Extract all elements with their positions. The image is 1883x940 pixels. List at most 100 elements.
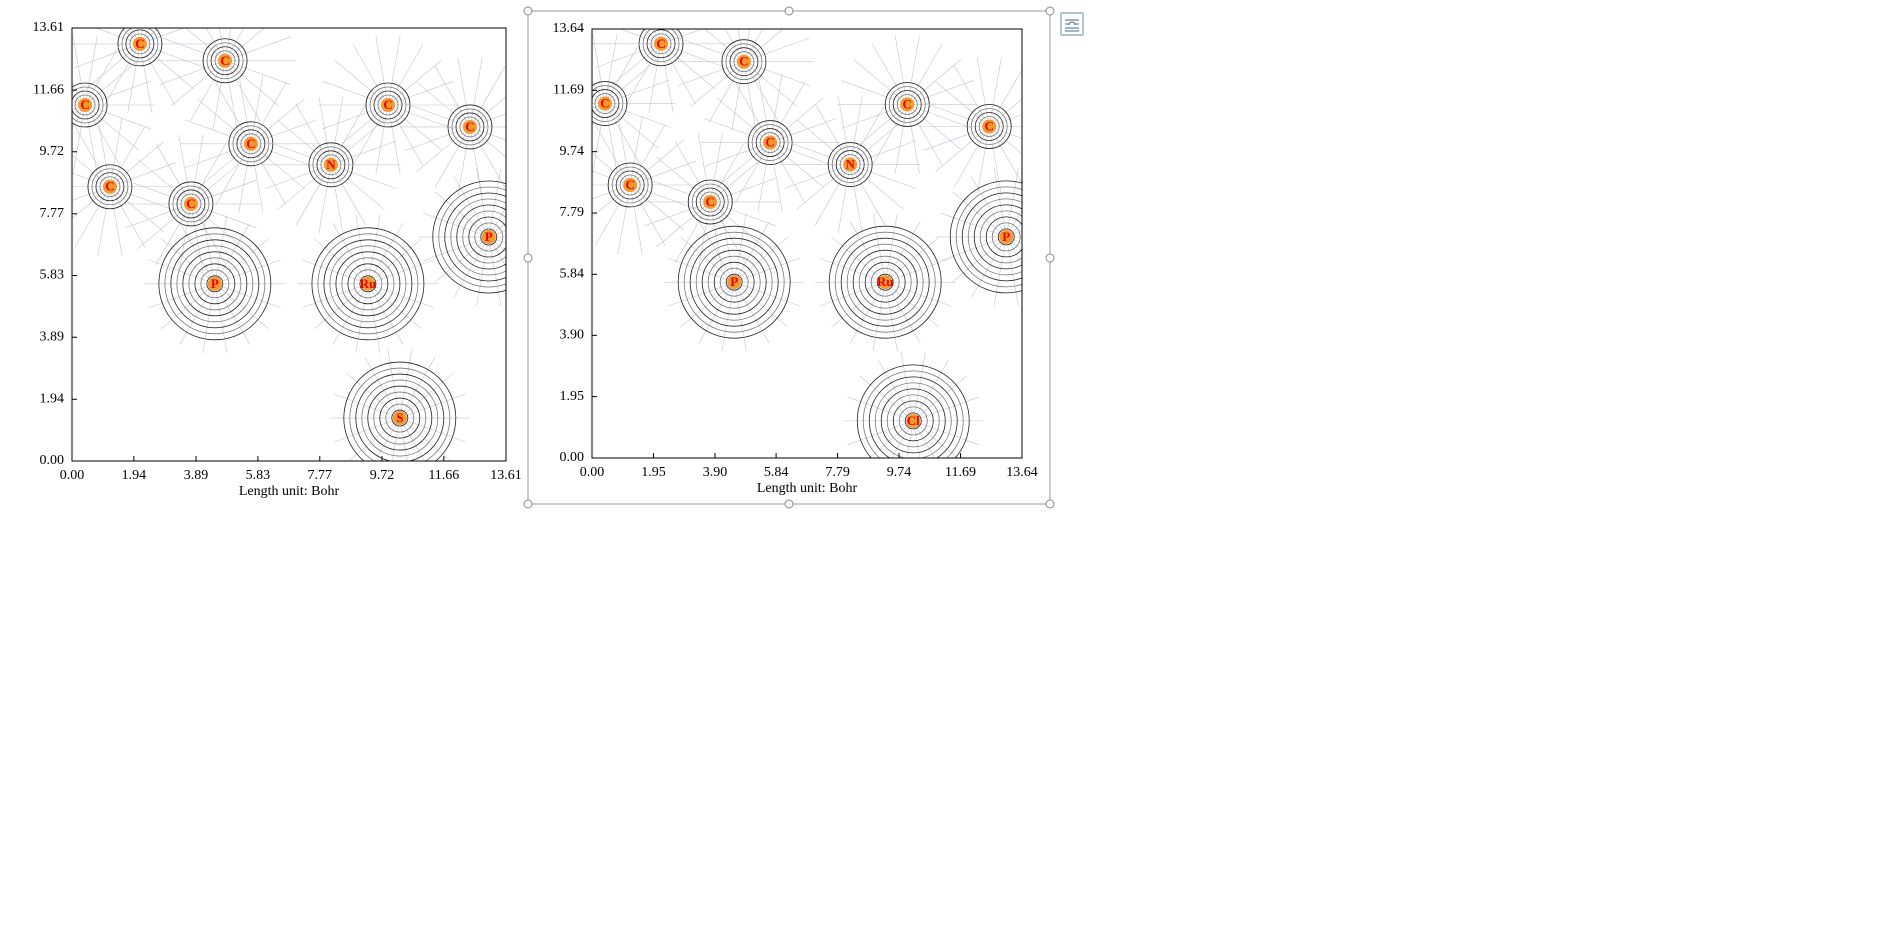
atom-marker: [654, 36, 669, 51]
gradient-line: [72, 104, 86, 111]
atom-marker: [623, 178, 638, 192]
gradient-line: [224, 28, 265, 61]
atom-label: Ru: [360, 276, 377, 291]
gradient-line: [619, 29, 662, 45]
gradient-line: [674, 141, 711, 203]
gradient-line: [629, 184, 666, 246]
y-tick-label: 1.95: [560, 389, 585, 404]
gradient-line: [190, 134, 204, 204]
gradient-line: [469, 126, 483, 196]
gradient-line: [367, 283, 404, 345]
contour: [695, 243, 773, 321]
atom-label: S: [396, 410, 403, 425]
contour: [719, 267, 749, 297]
contour: [359, 275, 377, 293]
contour: [949, 180, 1022, 294]
gradient-line: [84, 44, 121, 106]
gradient-line: [109, 186, 164, 232]
gradient-line: [148, 259, 215, 285]
gradient-line: [387, 104, 454, 130]
contour: [480, 228, 498, 246]
contour: [904, 412, 922, 430]
y-tick-label: 5.84: [560, 267, 585, 282]
gradient-line: [72, 186, 111, 219]
gradient-line: [218, 28, 226, 61]
gradient-line: [214, 283, 269, 330]
contour: [335, 251, 401, 317]
gradient-line: [74, 186, 111, 248]
atom-label: C: [600, 96, 609, 111]
gradient-line: [629, 116, 643, 186]
gradient-line: [871, 104, 908, 166]
gradient-line: [74, 125, 111, 187]
layout-options-icon[interactable]: [1060, 12, 1084, 36]
gradient-line: [819, 257, 886, 283]
y-tick-label: 9.74: [560, 144, 585, 159]
gradient-line: [277, 164, 332, 211]
gradient-line: [1006, 236, 1022, 243]
contour: [638, 29, 684, 67]
gradient-line: [387, 36, 401, 106]
gradient-line: [770, 118, 836, 143]
gradient-line: [592, 92, 606, 104]
selection-handles[interactable]: [523, 6, 1055, 509]
gradient-line: [97, 117, 111, 187]
contour: [451, 108, 489, 146]
contour: [858, 255, 912, 309]
gradient-line: [913, 420, 958, 458]
contour: [158, 227, 272, 341]
gradient-line: [72, 154, 111, 187]
gradient-line: [72, 172, 111, 188]
gradient-line: [592, 170, 631, 186]
gradient-line: [734, 81, 771, 143]
contour: [176, 189, 206, 219]
gradient-line: [668, 257, 735, 283]
gradient-line: [399, 417, 425, 461]
gradient-line: [644, 177, 711, 203]
gradient-line: [399, 393, 466, 419]
gradient-line: [660, 43, 697, 105]
contour: [888, 86, 926, 123]
gradient-line: [849, 103, 886, 165]
contour: [880, 388, 946, 454]
gradient-line: [1006, 230, 1022, 238]
contour: [751, 124, 789, 161]
gradient-line: [885, 257, 952, 283]
gradient-line: [884, 221, 921, 283]
gradient-line: [238, 74, 252, 144]
gradient-line: [422, 212, 489, 238]
gradient-line: [375, 104, 389, 174]
y-tick-label: 7.79: [560, 205, 585, 220]
contour: [349, 367, 451, 461]
gradient-line: [84, 104, 139, 151]
contour: [967, 198, 1022, 276]
gradient-line: [734, 257, 801, 283]
contour: [985, 216, 1022, 258]
gradient-line: [952, 236, 1007, 283]
gradient-line: [1006, 236, 1022, 251]
gradient-line: [850, 164, 917, 189]
gradient-line: [743, 61, 757, 131]
gradient-line: [850, 140, 917, 165]
gradient-line: [330, 140, 397, 166]
gradient-line: [109, 186, 146, 248]
gradient-line: [214, 283, 228, 353]
gradient-line: [72, 104, 86, 174]
gradient-line: [422, 236, 489, 262]
atom-marker: [906, 413, 921, 428]
x-tick-label: 11.66: [428, 468, 459, 483]
gradient-line: [190, 203, 245, 250]
gradient-line: [387, 104, 401, 174]
plot: C C C C N C C C C P P Ru Cl 0.00 1.95 3.90 5.84 7.79 9.74 1…: [553, 21, 1038, 496]
contour: [206, 42, 244, 80]
gradient-line: [84, 80, 151, 106]
gradient-line: [743, 29, 784, 62]
gradient-line: [330, 164, 397, 190]
gradient-line: [721, 282, 735, 352]
gradient-line: [159, 60, 226, 85]
atom-marker: [207, 276, 222, 291]
gradient-line: [907, 59, 962, 105]
gradient-line: [595, 43, 662, 69]
x-tick-label: 1.95: [641, 465, 666, 480]
gradient-line: [680, 281, 735, 328]
